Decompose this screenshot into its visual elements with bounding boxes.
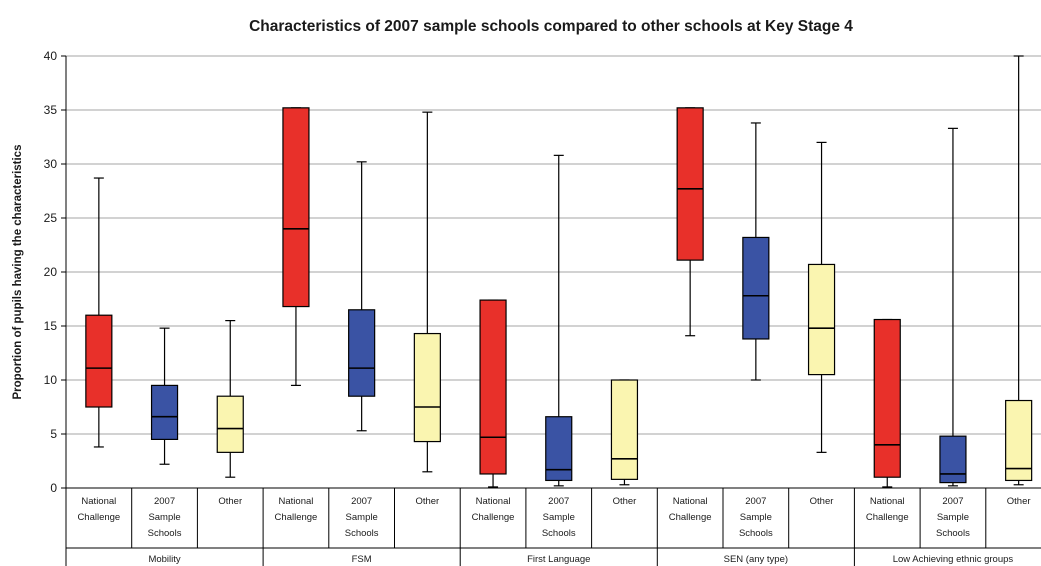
category-label: Challenge <box>472 512 515 523</box>
category-label: National <box>81 496 116 507</box>
category-label: Other <box>218 496 242 507</box>
box-2007-sample-schools <box>939 435 967 484</box>
box-national-challenge <box>676 107 704 261</box>
category-label: Schools <box>148 528 182 539</box>
y-tick-label: 30 <box>44 157 58 171</box>
y-tick-label: 5 <box>50 427 57 441</box>
category-label: National <box>476 496 511 507</box>
group-label: Low Achieving ethnic groups <box>893 554 1014 565</box>
box-national-challenge <box>479 299 507 475</box>
category-label: Schools <box>345 528 379 539</box>
category-label: Challenge <box>77 512 120 523</box>
group-label: SEN (any type) <box>724 554 788 565</box>
y-axis-label: Proportion of pupils having the characte… <box>12 145 24 400</box>
boxes <box>85 55 1033 488</box>
category-label: 2007 <box>745 496 766 507</box>
group-label: First Language <box>527 554 590 565</box>
box-national-challenge <box>873 318 901 478</box>
box-other <box>610 379 639 480</box>
box-other <box>216 395 244 453</box>
box-national-challenge <box>85 314 113 408</box>
category-label: Challenge <box>275 512 318 523</box>
category-label: Other <box>810 496 834 507</box>
axes: 0 5 10 15 20 25 30 35 40 <box>44 49 1041 566</box>
chart-title: Characteristics of 2007 sample schools c… <box>249 18 853 35</box>
y-tick-label: 15 <box>44 319 58 333</box>
box-other <box>413 332 441 443</box>
box-2007-sample-schools <box>545 416 573 482</box>
category-label: National <box>870 496 905 507</box>
y-tick-label: 10 <box>44 373 58 387</box>
category-label: National <box>673 496 708 507</box>
category-label: Sample <box>543 512 575 523</box>
category-label: 2007 <box>351 496 372 507</box>
category-label: Challenge <box>669 512 712 523</box>
box-national-challenge <box>282 107 310 308</box>
category-label: Sample <box>148 512 180 523</box>
y-tick-label: 35 <box>44 103 58 117</box>
group-label: FSM <box>352 554 372 565</box>
y-tick-label: 0 <box>50 481 57 495</box>
category-label: Other <box>613 496 637 507</box>
category-label: 2007 <box>942 496 963 507</box>
category-label: Other <box>1007 496 1031 507</box>
category-label: Sample <box>346 512 378 523</box>
category-label: 2007 <box>548 496 569 507</box>
category-label: Schools <box>936 528 970 539</box>
box-2007-sample-schools <box>150 384 179 440</box>
y-tick-label: 20 <box>44 265 58 279</box>
category-label: Other <box>415 496 439 507</box>
category-label: Schools <box>739 528 773 539</box>
box-2007-sample-schools <box>348 309 376 397</box>
category-label: Challenge <box>866 512 909 523</box>
category-labels: National Challenge 2007 Sample Schools Other M… <box>77 496 1030 565</box>
y-tick-label: 25 <box>44 211 58 225</box>
y-tick-label: 40 <box>44 49 58 63</box>
category-label: Sample <box>740 512 772 523</box>
category-label: Schools <box>542 528 576 539</box>
category-label: 2007 <box>154 496 175 507</box>
group-label: Mobility <box>148 554 180 565</box>
box-other <box>807 263 836 376</box>
box-2007-sample-schools <box>742 236 770 340</box>
box-other <box>1005 399 1033 482</box>
category-label: National <box>279 496 314 507</box>
category-label: Sample <box>937 512 969 523</box>
gridlines <box>66 55 1041 435</box>
